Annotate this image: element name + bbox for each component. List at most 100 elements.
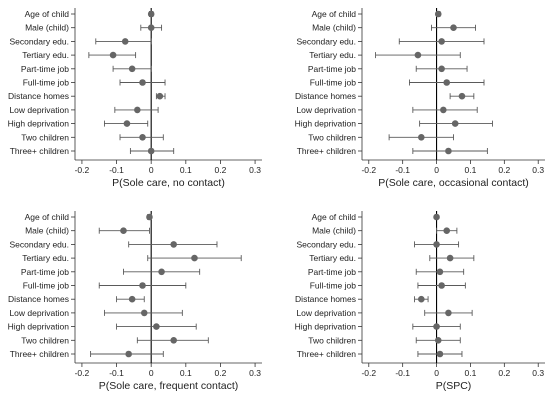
chart-panel-1: -0.2 -0.1 0 0.1 0.2 0.3 P(Sole care, no contac…	[8, 8, 262, 189]
category-label: Tertiary edu.	[22, 50, 69, 60]
point-estimate	[446, 254, 454, 262]
category-label: Part-time job	[21, 267, 69, 277]
chart-panel-3: -0.2 -0.1 0 0.1 0.2 0.3 P(Sole care, frequent …	[8, 211, 262, 392]
x-tick-label: 0.3	[249, 165, 261, 175]
category-label: Distance homes	[295, 91, 356, 101]
category-label: High deprivation	[8, 322, 70, 332]
point-estimate	[139, 79, 146, 86]
category-label: High deprivation	[295, 119, 357, 129]
x-axis-title: P(Sole care, occasional contact)	[378, 177, 529, 189]
point-estimate	[128, 295, 136, 303]
point-estimate	[139, 134, 146, 141]
point-estimate	[450, 24, 457, 32]
point-estimate	[414, 51, 422, 59]
point-estimate	[128, 65, 136, 73]
category-label: Tertiary edu.	[309, 253, 356, 263]
category-label: Tertiary edu.	[309, 50, 356, 60]
category-label: Secondary edu.	[9, 36, 69, 46]
x-tick-label: 0.1	[465, 165, 477, 175]
point-estimate	[147, 10, 155, 18]
x-tick-label: 0.3	[532, 165, 544, 175]
x-tick-label: -0.2	[361, 165, 376, 175]
category-label: Low deprivation	[9, 308, 69, 318]
point-estimate	[440, 106, 447, 114]
category-label: Part-time job	[308, 267, 356, 277]
category-label: Two children	[308, 335, 356, 345]
category-label: Secondary edu.	[9, 239, 69, 249]
category-label: Male (child)	[25, 226, 69, 236]
category-label: Distance homes	[8, 91, 69, 101]
category-label: Distance homes	[295, 294, 356, 304]
category-label: Part-time job	[308, 64, 356, 74]
x-tick-label: -0.1	[109, 368, 124, 378]
point-estimate	[418, 134, 425, 141]
point-estimate	[433, 213, 440, 221]
point-estimate	[120, 227, 127, 234]
x-tick-label: -0.2	[75, 165, 90, 175]
point-estimate	[433, 323, 440, 330]
point-estimate	[438, 38, 445, 45]
point-estimate	[156, 92, 164, 100]
x-axis-title: P(SPC)	[436, 380, 472, 392]
category-label: Part-time job	[21, 64, 69, 74]
category-label: Age of child	[312, 9, 357, 19]
x-tick-label: -0.2	[75, 368, 90, 378]
point-estimate	[153, 323, 160, 330]
category-label: Three+ children	[10, 349, 70, 359]
chart-panel-2: -0.2 -0.1 0 0.1 0.2 0.3P(Sole care, occasiona…	[295, 8, 545, 189]
point-estimate	[436, 268, 444, 276]
x-tick-label: 0.2	[498, 368, 510, 378]
x-tick-label: -0.1	[109, 165, 124, 175]
category-label: Full-time job	[310, 78, 357, 88]
category-label: Tertiary edu.	[22, 253, 69, 263]
category-label: Two children	[21, 335, 69, 345]
category-label: Two children	[21, 132, 69, 142]
x-tick-label: 0	[149, 165, 154, 175]
point-estimate	[109, 51, 117, 59]
point-estimate	[443, 227, 451, 234]
point-estimate	[434, 10, 442, 18]
x-tick-label: 0	[434, 368, 439, 378]
category-label: Full-time job	[23, 78, 70, 88]
point-estimate	[445, 147, 452, 155]
x-axis-title: P(Sole care, frequent contact)	[99, 380, 239, 392]
x-tick-label: -0.1	[395, 368, 410, 378]
x-tick-label: 0.3	[249, 368, 261, 378]
category-label: High deprivation	[8, 119, 70, 129]
point-estimate	[134, 106, 141, 114]
x-tick-label: 0.2	[215, 368, 227, 378]
point-estimate	[433, 241, 440, 248]
point-estimate	[418, 295, 425, 303]
point-estimate	[434, 337, 442, 344]
point-estimate	[170, 337, 177, 344]
point-estimate	[436, 350, 444, 358]
category-label: Age of child	[25, 212, 70, 222]
x-tick-label: -0.1	[395, 165, 410, 175]
category-label: Full-time job	[310, 281, 357, 291]
category-label: Male (child)	[312, 226, 356, 236]
point-estimate	[191, 254, 198, 262]
x-tick-label: 0.3	[532, 368, 544, 378]
category-label: Secondary edu.	[296, 239, 356, 249]
category-label: High deprivation	[295, 322, 357, 332]
category-label: Two children	[308, 132, 356, 142]
x-tick-label: -0.2	[361, 368, 376, 378]
x-axis-title: P(Sole care, no contact)	[112, 177, 225, 189]
point-estimate	[443, 79, 451, 86]
point-estimate	[438, 282, 445, 289]
point-estimate	[438, 65, 445, 73]
category-label: Distance homes	[8, 294, 69, 304]
chart-panel-4: -0.2 -0.1 0 0.1 0.2 0.3 P(SPC) Age of child Male…	[295, 211, 545, 392]
category-label: Three+ children	[297, 146, 357, 156]
point-estimate	[125, 350, 132, 358]
point-estimate	[147, 24, 155, 32]
point-estimate	[458, 92, 466, 100]
x-tick-label: 0.2	[215, 165, 227, 175]
category-label: Male (child)	[25, 23, 69, 33]
category-label: Low deprivation	[296, 308, 356, 318]
point-estimate	[451, 120, 459, 127]
point-estimate	[121, 38, 129, 45]
point-estimate	[170, 241, 177, 248]
